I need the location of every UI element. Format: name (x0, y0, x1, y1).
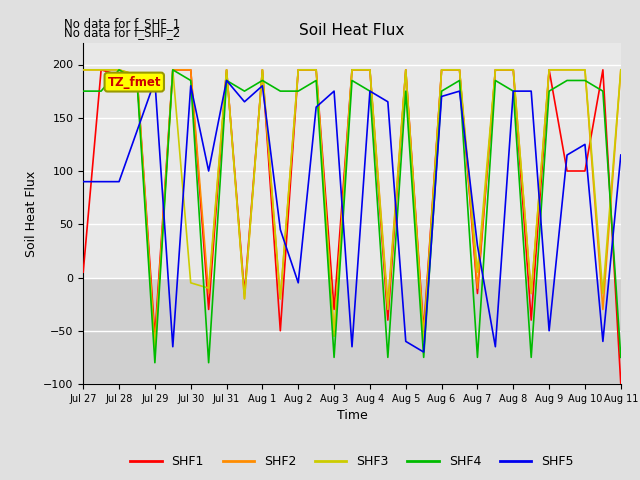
Y-axis label: Soil Heat Flux: Soil Heat Flux (24, 170, 38, 257)
Bar (83, 277, 621, 384)
Legend: SHF1, SHF2, SHF3, SHF4, SHF5: SHF1, SHF2, SHF3, SHF4, SHF5 (125, 450, 579, 473)
Title: Soil Heat Flux: Soil Heat Flux (300, 23, 404, 38)
Text: No data for f_SHF_1: No data for f_SHF_1 (64, 17, 180, 30)
Text: No data for f_SHF_2: No data for f_SHF_2 (64, 26, 180, 39)
X-axis label: Time: Time (337, 409, 367, 422)
Text: TZ_fmet: TZ_fmet (108, 75, 161, 89)
